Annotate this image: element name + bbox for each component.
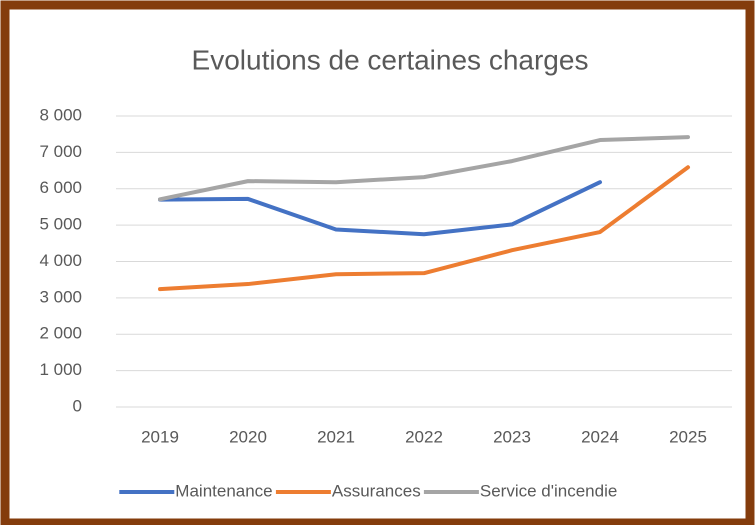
x-tick-label: 2021 [317,427,355,446]
x-tick-label: 2025 [669,427,707,446]
y-tick-label: 2 000 [39,324,82,343]
x-tick-label: 2019 [141,427,179,446]
x-tick-label: 2024 [581,427,619,446]
series-line [158,180,602,237]
chart-title: Evolutions de certaines charges [192,44,589,75]
y-tick-label: 4 000 [39,251,82,270]
y-tick-label: 6 000 [39,178,82,197]
legend-label: Service d'incendie [480,481,617,500]
y-tick-label: 8 000 [39,105,82,124]
series-line [158,165,690,292]
y-tick-label: 3 000 [39,287,82,306]
y-tick-label: 7 000 [39,142,82,161]
series-line [158,135,690,202]
x-tick-label: 2022 [405,427,443,446]
x-tick-label: 2020 [229,427,267,446]
y-tick-label: 1 000 [39,360,82,379]
y-tick-label: 0 [73,396,82,415]
x-tick-label: 2023 [493,427,531,446]
y-tick-label: 5 000 [39,215,82,234]
legend-label: Assurances [332,481,421,500]
legend-label: Maintenance [175,481,272,500]
